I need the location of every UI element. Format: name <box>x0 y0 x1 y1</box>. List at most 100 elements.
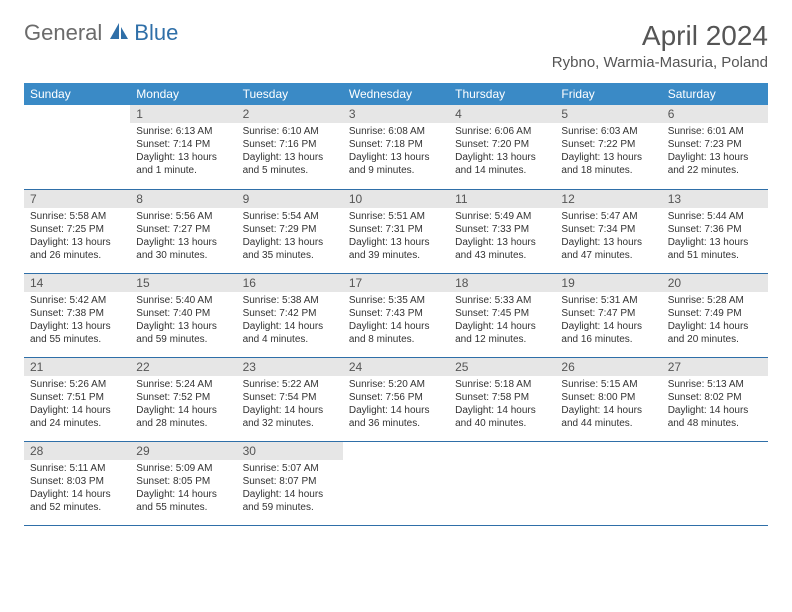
calendar-cell: 8Sunrise: 5:56 AMSunset: 7:27 PMDaylight… <box>130 189 236 273</box>
calendar-week-row: 1Sunrise: 6:13 AMSunset: 7:14 PMDaylight… <box>24 105 768 189</box>
calendar-cell: 27Sunrise: 5:13 AMSunset: 8:02 PMDayligh… <box>662 357 768 441</box>
calendar-cell <box>449 441 555 525</box>
calendar-cell: 29Sunrise: 5:09 AMSunset: 8:05 PMDayligh… <box>130 441 236 525</box>
calendar-cell: 22Sunrise: 5:24 AMSunset: 7:52 PMDayligh… <box>130 357 236 441</box>
calendar-cell: 28Sunrise: 5:11 AMSunset: 8:03 PMDayligh… <box>24 441 130 525</box>
day-data: Sunrise: 5:40 AMSunset: 7:40 PMDaylight:… <box>130 292 236 350</box>
calendar-cell: 9Sunrise: 5:54 AMSunset: 7:29 PMDaylight… <box>237 189 343 273</box>
calendar-cell <box>662 441 768 525</box>
day-number: 23 <box>237 358 343 376</box>
day-number: 10 <box>343 190 449 208</box>
day-data: Sunrise: 5:24 AMSunset: 7:52 PMDaylight:… <box>130 376 236 434</box>
day-data: Sunrise: 6:10 AMSunset: 7:16 PMDaylight:… <box>237 123 343 181</box>
day-number: 12 <box>555 190 661 208</box>
day-number: 16 <box>237 274 343 292</box>
day-data: Sunrise: 5:38 AMSunset: 7:42 PMDaylight:… <box>237 292 343 350</box>
day-data: Sunrise: 5:26 AMSunset: 7:51 PMDaylight:… <box>24 376 130 434</box>
calendar-table: SundayMondayTuesdayWednesdayThursdayFrid… <box>24 83 768 526</box>
weekday-header: Tuesday <box>237 83 343 105</box>
day-number: 22 <box>130 358 236 376</box>
calendar-cell: 18Sunrise: 5:33 AMSunset: 7:45 PMDayligh… <box>449 273 555 357</box>
day-number: 17 <box>343 274 449 292</box>
calendar-cell: 1Sunrise: 6:13 AMSunset: 7:14 PMDaylight… <box>130 105 236 189</box>
day-data: Sunrise: 5:44 AMSunset: 7:36 PMDaylight:… <box>662 208 768 266</box>
logo-sail-icon <box>108 21 130 46</box>
calendar-cell: 23Sunrise: 5:22 AMSunset: 7:54 PMDayligh… <box>237 357 343 441</box>
logo: General Blue <box>24 20 178 46</box>
day-data: Sunrise: 5:18 AMSunset: 7:58 PMDaylight:… <box>449 376 555 434</box>
day-data: Sunrise: 5:49 AMSunset: 7:33 PMDaylight:… <box>449 208 555 266</box>
weekday-header: Thursday <box>449 83 555 105</box>
day-number: 2 <box>237 105 343 123</box>
calendar-cell: 2Sunrise: 6:10 AMSunset: 7:16 PMDaylight… <box>237 105 343 189</box>
header: General Blue April 2024 Rybno, Warmia-Ma… <box>24 20 768 71</box>
calendar-week-row: 21Sunrise: 5:26 AMSunset: 7:51 PMDayligh… <box>24 357 768 441</box>
day-data: Sunrise: 5:31 AMSunset: 7:47 PMDaylight:… <box>555 292 661 350</box>
day-data: Sunrise: 5:54 AMSunset: 7:29 PMDaylight:… <box>237 208 343 266</box>
weekday-header: Wednesday <box>343 83 449 105</box>
calendar-header-row: SundayMondayTuesdayWednesdayThursdayFrid… <box>24 83 768 105</box>
day-data: Sunrise: 5:58 AMSunset: 7:25 PMDaylight:… <box>24 208 130 266</box>
weekday-header: Sunday <box>24 83 130 105</box>
calendar-cell: 24Sunrise: 5:20 AMSunset: 7:56 PMDayligh… <box>343 357 449 441</box>
calendar-cell: 5Sunrise: 6:03 AMSunset: 7:22 PMDaylight… <box>555 105 661 189</box>
day-data: Sunrise: 5:51 AMSunset: 7:31 PMDaylight:… <box>343 208 449 266</box>
day-data: Sunrise: 5:33 AMSunset: 7:45 PMDaylight:… <box>449 292 555 350</box>
calendar-cell: 25Sunrise: 5:18 AMSunset: 7:58 PMDayligh… <box>449 357 555 441</box>
title-block: April 2024 Rybno, Warmia-Masuria, Poland <box>552 20 768 71</box>
calendar-cell: 21Sunrise: 5:26 AMSunset: 7:51 PMDayligh… <box>24 357 130 441</box>
calendar-cell: 14Sunrise: 5:42 AMSunset: 7:38 PMDayligh… <box>24 273 130 357</box>
day-number: 21 <box>24 358 130 376</box>
day-number: 5 <box>555 105 661 123</box>
calendar-body: 1Sunrise: 6:13 AMSunset: 7:14 PMDaylight… <box>24 105 768 525</box>
day-number: 4 <box>449 105 555 123</box>
day-number: 1 <box>130 105 236 123</box>
month-title: April 2024 <box>552 20 768 52</box>
calendar-cell: 17Sunrise: 5:35 AMSunset: 7:43 PMDayligh… <box>343 273 449 357</box>
calendar-cell: 7Sunrise: 5:58 AMSunset: 7:25 PMDaylight… <box>24 189 130 273</box>
day-number: 9 <box>237 190 343 208</box>
logo-text-blue: Blue <box>134 20 178 46</box>
day-number: 7 <box>24 190 130 208</box>
day-number: 25 <box>449 358 555 376</box>
day-data: Sunrise: 6:13 AMSunset: 7:14 PMDaylight:… <box>130 123 236 181</box>
calendar-cell: 16Sunrise: 5:38 AMSunset: 7:42 PMDayligh… <box>237 273 343 357</box>
day-data: Sunrise: 5:42 AMSunset: 7:38 PMDaylight:… <box>24 292 130 350</box>
day-number: 30 <box>237 442 343 460</box>
day-number: 29 <box>130 442 236 460</box>
day-data: Sunrise: 6:08 AMSunset: 7:18 PMDaylight:… <box>343 123 449 181</box>
day-data: Sunrise: 5:28 AMSunset: 7:49 PMDaylight:… <box>662 292 768 350</box>
logo-text-general: General <box>24 20 102 46</box>
day-data: Sunrise: 6:01 AMSunset: 7:23 PMDaylight:… <box>662 123 768 181</box>
calendar-cell: 4Sunrise: 6:06 AMSunset: 7:20 PMDaylight… <box>449 105 555 189</box>
day-data: Sunrise: 5:22 AMSunset: 7:54 PMDaylight:… <box>237 376 343 434</box>
day-number: 8 <box>130 190 236 208</box>
calendar-cell <box>555 441 661 525</box>
calendar-cell: 20Sunrise: 5:28 AMSunset: 7:49 PMDayligh… <box>662 273 768 357</box>
calendar-cell: 19Sunrise: 5:31 AMSunset: 7:47 PMDayligh… <box>555 273 661 357</box>
day-data: Sunrise: 5:15 AMSunset: 8:00 PMDaylight:… <box>555 376 661 434</box>
day-data: Sunrise: 5:13 AMSunset: 8:02 PMDaylight:… <box>662 376 768 434</box>
day-data: Sunrise: 6:06 AMSunset: 7:20 PMDaylight:… <box>449 123 555 181</box>
day-number: 27 <box>662 358 768 376</box>
day-number: 3 <box>343 105 449 123</box>
calendar-cell: 10Sunrise: 5:51 AMSunset: 7:31 PMDayligh… <box>343 189 449 273</box>
calendar-week-row: 7Sunrise: 5:58 AMSunset: 7:25 PMDaylight… <box>24 189 768 273</box>
day-data: Sunrise: 5:20 AMSunset: 7:56 PMDaylight:… <box>343 376 449 434</box>
calendar-week-row: 28Sunrise: 5:11 AMSunset: 8:03 PMDayligh… <box>24 441 768 525</box>
day-number: 13 <box>662 190 768 208</box>
weekday-header: Friday <box>555 83 661 105</box>
day-data: Sunrise: 5:56 AMSunset: 7:27 PMDaylight:… <box>130 208 236 266</box>
day-number: 14 <box>24 274 130 292</box>
calendar-cell: 30Sunrise: 5:07 AMSunset: 8:07 PMDayligh… <box>237 441 343 525</box>
day-number: 28 <box>24 442 130 460</box>
day-number: 11 <box>449 190 555 208</box>
day-number: 6 <box>662 105 768 123</box>
day-number: 15 <box>130 274 236 292</box>
day-data: Sunrise: 5:09 AMSunset: 8:05 PMDaylight:… <box>130 460 236 518</box>
day-data: Sunrise: 5:47 AMSunset: 7:34 PMDaylight:… <box>555 208 661 266</box>
calendar-week-row: 14Sunrise: 5:42 AMSunset: 7:38 PMDayligh… <box>24 273 768 357</box>
calendar-cell <box>343 441 449 525</box>
day-number: 19 <box>555 274 661 292</box>
weekday-header: Monday <box>130 83 236 105</box>
